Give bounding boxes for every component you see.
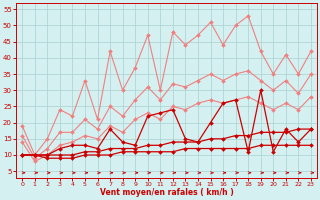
X-axis label: Vent moyen/en rafales ( km/h ): Vent moyen/en rafales ( km/h ) (100, 188, 234, 197)
